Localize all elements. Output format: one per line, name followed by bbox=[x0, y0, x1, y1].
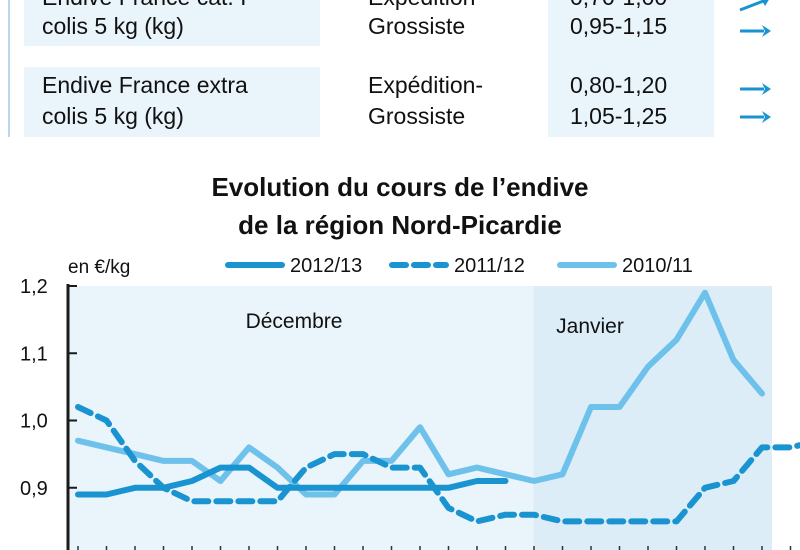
product-name: Endive France cat. I bbox=[42, 0, 247, 13]
arrow-right-icon bbox=[740, 83, 771, 95]
chart-subtitle: de la région Nord-Picardie bbox=[238, 210, 562, 240]
product-name: Endive France extra bbox=[42, 72, 248, 98]
arrow-right-icon bbox=[740, 25, 771, 37]
december-background bbox=[68, 286, 534, 550]
product-packaging: colis 5 kg (kg) bbox=[42, 13, 184, 39]
series-line-2012-13 bbox=[75, 464, 509, 498]
y-tick-label: 0,9 bbox=[20, 478, 48, 500]
january-background bbox=[533, 286, 772, 550]
period-label-january: Janvier bbox=[556, 315, 624, 338]
table-row-price-bg bbox=[548, 0, 714, 46]
arrow-right-icon bbox=[740, 111, 771, 123]
product-packaging: colis 5 kg (kg) bbox=[42, 103, 184, 129]
legend-label: 2011/12 bbox=[454, 255, 525, 277]
y-tick-label: 1,1 bbox=[20, 343, 48, 365]
market-stage-2: Grossiste bbox=[368, 13, 466, 39]
y-axis-label: en €/kg bbox=[68, 257, 130, 278]
price-range: 0,80-1,20 bbox=[570, 72, 668, 98]
series-line-2011-12 bbox=[75, 404, 800, 525]
legend-label: 2010/11 bbox=[622, 255, 693, 277]
table-row bbox=[24, 67, 320, 137]
period-label-december: Décembre bbox=[246, 310, 343, 333]
arrow-up-right-icon bbox=[739, 0, 769, 12]
y-tick-label: 1,2 bbox=[20, 276, 48, 298]
price-range-2: 1,05-1,25 bbox=[570, 103, 668, 129]
price-range-2: 0,95-1,15 bbox=[570, 13, 668, 39]
price-range: 0,70-1,00 bbox=[570, 0, 667, 13]
price-table: Endive France cat. I colis 5 kg (kg) Exp… bbox=[0, 0, 800, 140]
chart-title: Evolution du cours de l’endive bbox=[211, 172, 589, 202]
table-row bbox=[24, 0, 320, 46]
market-stage: Expédition- bbox=[368, 72, 484, 98]
market-stage: Expédition- bbox=[368, 0, 483, 13]
left-border bbox=[8, 0, 10, 137]
market-stage-2: Grossiste bbox=[368, 103, 466, 129]
table-row-price-bg bbox=[548, 46, 714, 137]
series-line-2010-11 bbox=[75, 289, 765, 498]
legend-label: 2012/13 bbox=[290, 255, 362, 277]
y-tick-label: 1,0 bbox=[20, 411, 48, 433]
